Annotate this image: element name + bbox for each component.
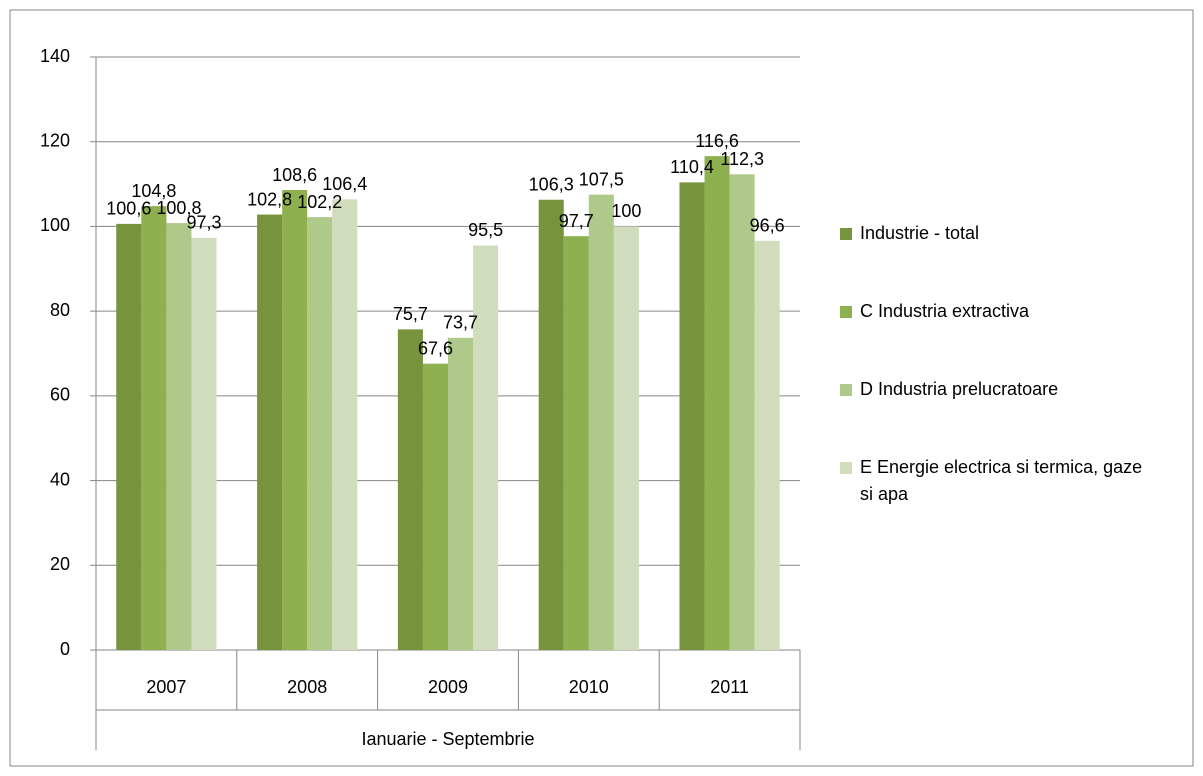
x-group-label: Ianuarie - Septembrie — [361, 729, 534, 749]
data-label: 75,7 — [393, 304, 428, 324]
bar — [141, 206, 167, 650]
bar — [307, 217, 333, 651]
bar — [588, 194, 614, 651]
x-tick-label: 2009 — [428, 677, 468, 697]
data-label: 100 — [611, 201, 641, 221]
bar — [116, 223, 142, 650]
data-label: 96,6 — [750, 216, 785, 236]
data-label: 108,6 — [272, 165, 317, 185]
legend-swatch — [840, 462, 852, 474]
legend-item: Industrie - total — [840, 220, 1150, 247]
bar — [191, 237, 217, 651]
data-label: 97,7 — [559, 211, 594, 231]
bar — [332, 199, 358, 650]
legend-swatch — [840, 306, 852, 318]
data-label: 95,5 — [468, 220, 503, 240]
data-label: 112,3 — [720, 149, 764, 169]
data-label: 102,8 — [247, 189, 292, 209]
y-tick-label: 60 — [50, 385, 70, 405]
bar — [473, 245, 499, 650]
bar — [397, 329, 423, 650]
legend-swatch — [840, 384, 852, 396]
x-tick-label: 2010 — [569, 677, 609, 697]
legend-item: E Energie electrica si termica, gaze si … — [840, 454, 1150, 508]
x-tick-label: 2011 — [710, 677, 749, 697]
data-label: 110,4 — [670, 157, 714, 177]
data-label: 106,4 — [322, 174, 367, 194]
legend-label: C Industria extractiva — [860, 301, 1030, 321]
y-tick-label: 0 — [60, 639, 70, 659]
y-tick-label: 120 — [40, 130, 70, 150]
data-label: 100,6 — [106, 199, 151, 219]
bar — [448, 337, 474, 650]
data-label: 67,6 — [418, 338, 453, 358]
legend-item: D Industria prelucratoare — [840, 376, 1150, 403]
bar — [422, 363, 448, 650]
bar — [754, 240, 780, 650]
legend-label: Industrie - total — [860, 223, 980, 243]
bar — [679, 182, 705, 650]
bar — [704, 156, 730, 650]
y-tick-label: 20 — [50, 554, 70, 574]
legend-swatch — [840, 228, 852, 240]
bar — [166, 223, 192, 651]
bar — [729, 174, 755, 650]
y-tick-label: 140 — [40, 46, 70, 66]
x-tick-label: 2007 — [146, 677, 186, 697]
data-label: 73,7 — [443, 313, 478, 333]
data-label: 97,3 — [186, 213, 221, 233]
x-tick-label: 2008 — [287, 677, 327, 697]
data-label: 107,5 — [579, 169, 624, 189]
bar — [257, 214, 283, 650]
data-label: 106,3 — [529, 174, 574, 194]
legend-label: E Energie electrica si termica, gaze si … — [860, 457, 1143, 504]
data-label: 116,6 — [695, 131, 739, 151]
y-tick-label: 100 — [40, 215, 70, 235]
bar — [282, 190, 308, 650]
legend-item: C Industria extractiva — [840, 298, 1150, 325]
data-label: 102,2 — [297, 192, 342, 212]
bar — [563, 236, 589, 650]
bar — [538, 199, 564, 650]
y-tick-label: 40 — [50, 469, 70, 489]
data-label: 104,8 — [131, 181, 176, 201]
bar — [613, 226, 639, 650]
y-tick-label: 80 — [50, 300, 70, 320]
legend-label: D Industria prelucratoare — [860, 379, 1059, 399]
data-label: 100,8 — [156, 198, 201, 218]
